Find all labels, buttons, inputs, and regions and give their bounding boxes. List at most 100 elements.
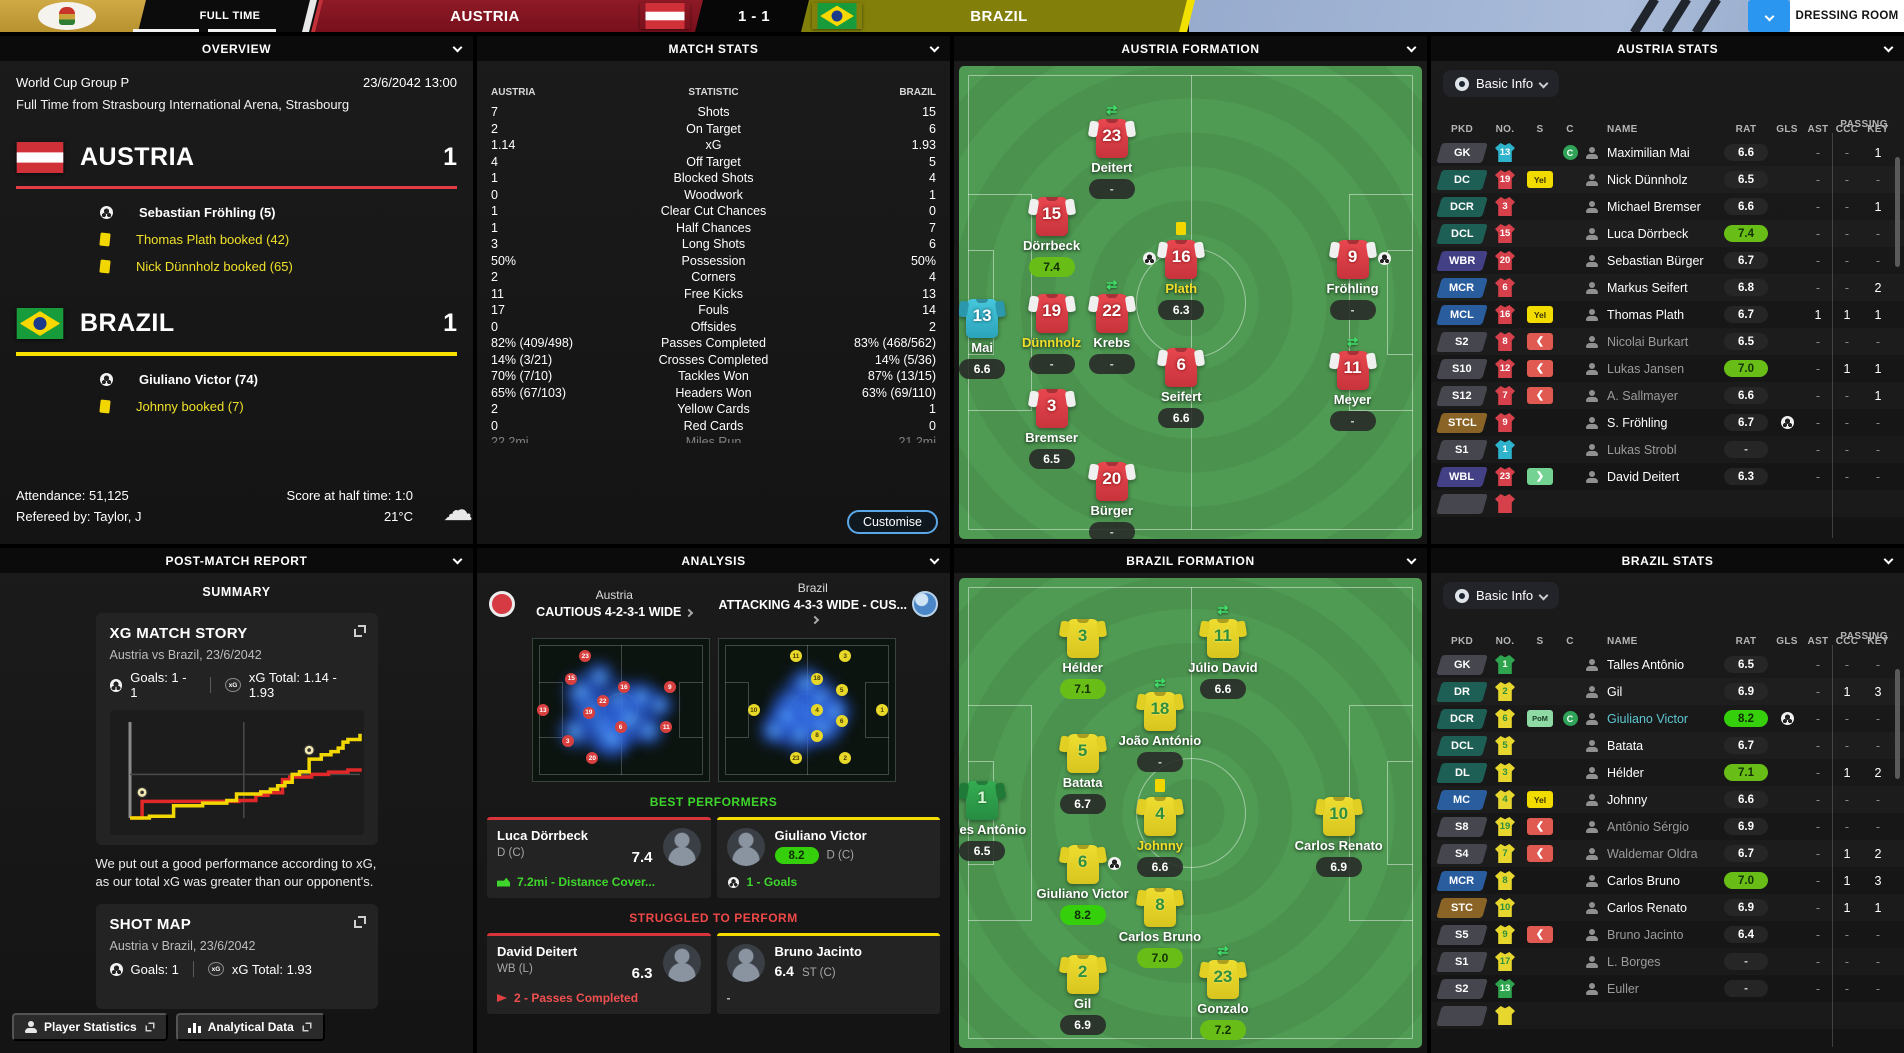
player-name-cell[interactable]: Luca Dörrbeck [1583,227,1722,241]
player-stat-row[interactable]: S4 7 ❮ Waldemar Oldra 6.7 - 1 2 [1431,840,1904,867]
player-stat-row[interactable]: STC 10 Carlos Renato 6.9 - 1 1 [1431,894,1904,921]
expand-icon[interactable] [353,625,366,637]
basic-info-dropdown[interactable]: Basic Info [1443,70,1560,97]
player-name-cell[interactable]: Nick Dünnholz [1583,173,1722,187]
player-stat-row[interactable]: S8 19 ❮ Antônio Sérgio 6.9 - - - [1431,813,1904,840]
formation-player[interactable]: ⇄ 11 Júlio David 6.6 [1158,603,1288,699]
player-name-cell[interactable]: Lukas Jansen [1583,362,1722,376]
player-stat-row[interactable]: GK 13 C Maximilian Mai 6.6 - - 1 [1431,139,1904,166]
formation-player[interactable]: 4 Johnny 6.6 [1095,779,1225,878]
formation-player[interactable]: 10 Carlos Renato 6.9 [1274,796,1404,878]
performer-card[interactable]: Bruno Jacinto 6.4 ST (C) - [716,933,940,1014]
player-stat-row[interactable]: S2 13 Euller - - - - [1431,975,1904,1002]
player-stat-row[interactable]: S10 12 ❮ Lukas Jansen 7.0 - 1 1 [1431,355,1904,382]
player-name-cell[interactable]: Waldemar Oldra [1583,847,1722,861]
player-name-cell[interactable]: Hélder [1583,766,1722,780]
player-statistics-button[interactable]: Player Statistics [12,1013,168,1041]
player-stat-row[interactable]: MC 4 Yel Johnny 6.6 - - - [1431,786,1904,813]
formation-player[interactable]: ⇄ 11 Meyer - [1288,335,1418,431]
player-name-cell[interactable]: Michael Bremser [1583,200,1722,214]
player-name-cell[interactable]: Talles Antônio [1583,658,1722,672]
match-event[interactable]: Sebastian Fröhling (5) [16,199,457,226]
player-stat-row[interactable]: DC 19 Yel Nick Dünnholz 6.5 - - - [1431,166,1904,193]
away-team-name[interactable]: BRAZIL [80,308,175,337]
player-name-cell[interactable]: David Deitert [1583,470,1722,484]
performer-card[interactable]: Giuliano Victor 8.2 D (C) 1 - Goals [716,817,940,898]
formation-player[interactable]: 16 Plath 6.3 [1116,221,1246,320]
post-match-header[interactable]: POST-MATCH REPORT [0,548,473,573]
away-tactic-link[interactable]: ATTACKING 4-3-3 WIDE - CUS... [714,598,913,626]
formation-player[interactable]: 3 Hélder 7.1 [1018,618,1148,699]
formation-player[interactable]: 2 Gil 6.9 [1018,954,1148,1035]
formation-player[interactable]: 8 Carlos Bruno 7.0 [1095,887,1225,969]
austria-formation-header[interactable]: AUSTRIA FORMATION [954,36,1427,61]
player-name-cell[interactable]: S. Fröhling [1583,416,1722,430]
formation-player[interactable]: 6 Giuliano Victor 8.2 [1018,844,1148,925]
player-name-cell[interactable]: Batata [1583,739,1722,753]
player-stat-row[interactable]: STCL 9 S. Fröhling 6.7 - - - [1431,409,1904,436]
home-team-name[interactable]: AUSTRIA [80,142,195,171]
player-stat-row[interactable]: WBL 23 ❯ David Deitert 6.3 - - - [1431,463,1904,490]
player-stat-row[interactable]: DCL 15 Luca Dörrbeck 7.4 - - - [1431,220,1904,247]
player-name-cell[interactable]: Bruno Jacinto [1583,928,1722,942]
brazil-stats-header[interactable]: BRAZIL STATS [1431,548,1904,573]
customise-button[interactable]: Customise [846,510,938,534]
player-name-cell[interactable]: Carlos Renato [1583,901,1722,915]
formation-player[interactable]: 13 Mai 6.6 [959,298,1047,379]
player-name-cell[interactable]: Antônio Sérgio [1583,820,1722,834]
formation-player[interactable]: 9 Fröhling - [1288,239,1418,320]
performer-card[interactable]: David Deitert WB (L) 6.3 2 - Passes Complet… [487,933,711,1014]
formation-player[interactable]: 3 Bremser 6.5 [987,388,1117,469]
formation-player[interactable]: ⇄ 22 Krebs - [1047,278,1177,375]
player-name-cell[interactable]: Johnny [1583,793,1722,807]
analysis-header[interactable]: ANALYSIS [477,548,950,573]
scrollbar[interactable] [1895,669,1900,779]
formation-player[interactable]: 15 Dörrbeck 7.4 [987,196,1117,278]
player-name-cell[interactable]: Gil [1583,685,1722,699]
scrollbar[interactable] [1895,157,1900,267]
overview-header[interactable]: OVERVIEW [0,36,473,61]
formation-player[interactable]: 19 Dünnholz - [987,293,1117,375]
player-stat-row[interactable]: DCL 5 Batata 6.7 - - - [1431,732,1904,759]
match-event[interactable]: Nick Dünnholz booked (65) [16,253,457,280]
match-event[interactable]: Johnny booked (7) [16,393,457,420]
player-name-cell[interactable]: Giuliano Victor [1583,712,1722,726]
match-event[interactable]: Thomas Plath booked (42) [16,226,457,253]
player-name-cell[interactable]: A. Sallmayer [1583,389,1722,403]
player-name-cell[interactable]: Maximilian Mai [1583,146,1722,160]
scoreboard-expand-button[interactable] [1748,0,1790,32]
formation-player[interactable]: ⇄ 18 João António - [1095,676,1225,772]
player-stat-row[interactable]: S1 17 L. Borges - - - - [1431,948,1904,975]
player-name-cell[interactable]: L. Borges [1583,955,1722,969]
player-name-cell[interactable]: Sebastian Bürger [1583,254,1722,268]
match-stats-header[interactable]: MATCH STATS [477,36,950,61]
player-stat-row[interactable]: DR 2 Gil 6.9 - 1 3 [1431,678,1904,705]
player-stat-row[interactable]: DL 3 Hélder 7.1 - 1 2 [1431,759,1904,786]
player-name-cell[interactable]: Carlos Bruno [1583,874,1722,888]
performer-card[interactable]: Luca Dörrbeck D (C) 7.4 7.2mi - Distance Co… [487,817,711,898]
formation-player[interactable]: ⇄ 23 Gonzalo 7.2 [1158,944,1288,1040]
player-name-cell[interactable]: Euller [1583,982,1722,996]
player-stat-row[interactable]: S5 9 ❮ Bruno Jacinto 6.4 - - - [1431,921,1904,948]
basic-info-dropdown[interactable]: Basic Info [1443,582,1560,609]
analytical-data-button[interactable]: Analytical Data [175,1013,325,1041]
player-stat-row[interactable]: S2 8 ❮ Nicolai Burkart 6.5 - - - [1431,328,1904,355]
match-event[interactable]: Giuliano Victor (74) [16,366,457,393]
player-stat-row[interactable]: GK 1 Talles Antônio 6.5 - - - [1431,651,1904,678]
player-name-cell[interactable]: Markus Seifert [1583,281,1722,295]
player-name-cell[interactable]: Lukas Strobl [1583,443,1722,457]
player-stat-row[interactable]: DCR 3 Michael Bremser 6.6 - - 1 [1431,193,1904,220]
player-stat-row[interactable]: MCL 16 Yel Thomas Plath 6.7 1 1 1 [1431,301,1904,328]
formation-player[interactable]: 6 Seifert 6.6 [1116,347,1246,429]
formation-player[interactable]: 1 Talles Antônio 6.5 [959,780,1047,862]
player-stat-row[interactable]: S1 1 Lukas Strobl - - - - [1431,436,1904,463]
brazil-formation-header[interactable]: BRAZIL FORMATION [954,548,1427,573]
formation-player[interactable]: ⇄ 23 Deitert - [1047,103,1177,200]
home-tactic-link[interactable]: CAUTIOUS 4-2-3-1 WIDE [515,605,714,619]
player-stat-row[interactable]: DCR 6 PoM C Giuliano Victor 8.2 - - - [1431,705,1904,732]
formation-player[interactable]: 20 Bürger - [1047,461,1177,539]
formation-player[interactable]: 5 Batata 6.7 [1018,733,1148,815]
player-name-cell[interactable]: Thomas Plath [1583,308,1722,322]
expand-icon[interactable] [353,916,366,929]
player-name-cell[interactable]: Nicolai Burkart [1583,335,1722,349]
